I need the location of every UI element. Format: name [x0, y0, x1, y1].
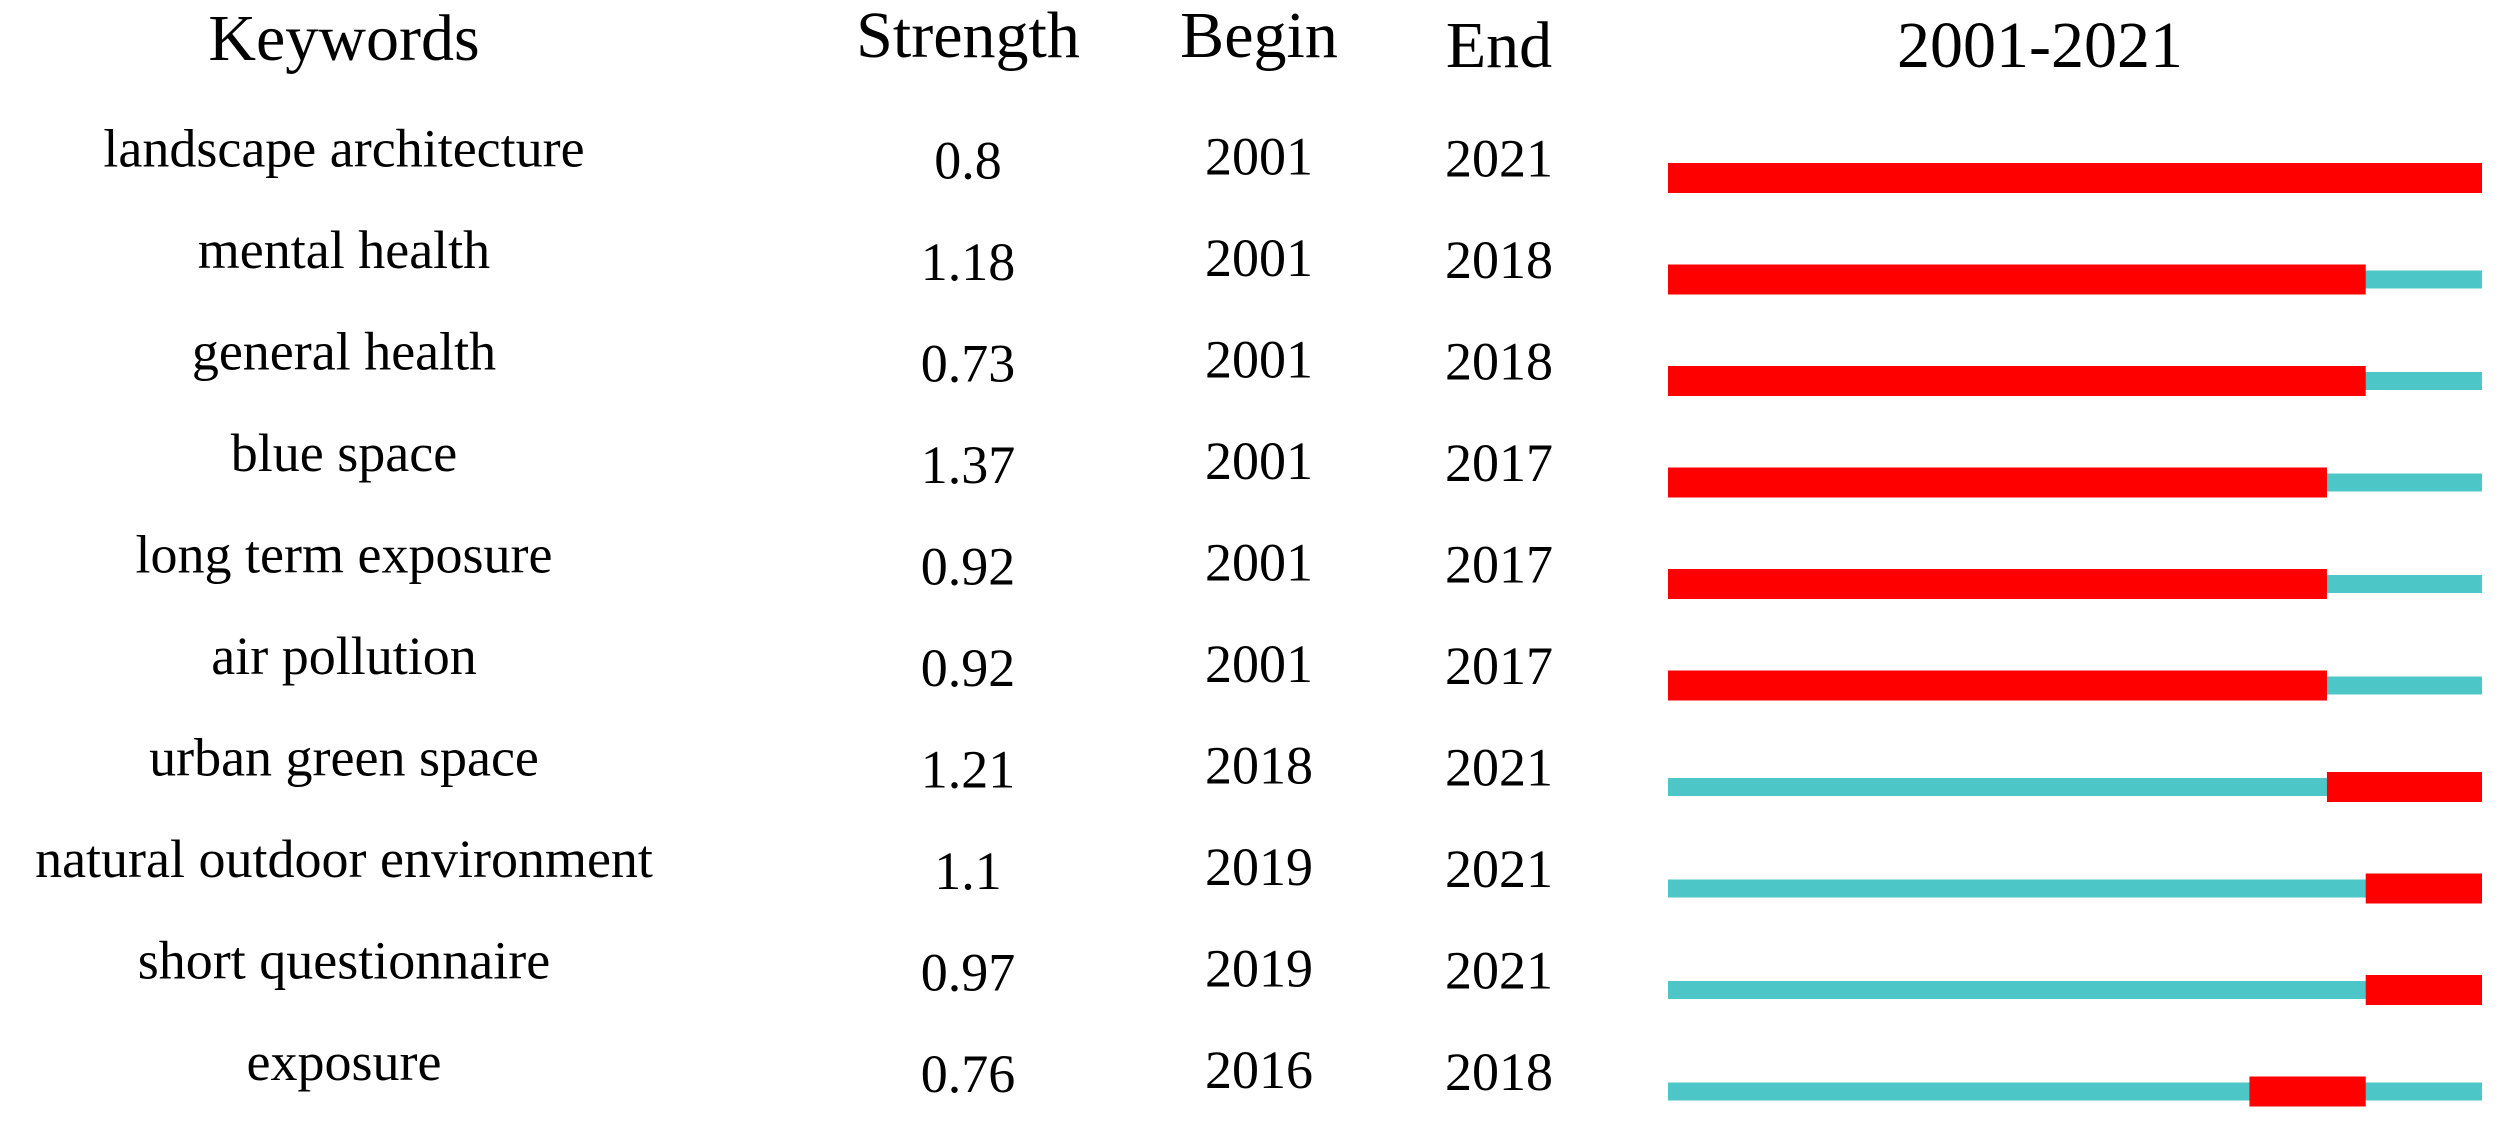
timeline-base: [1668, 981, 2482, 999]
begin-header: Begin: [1180, 0, 1338, 72]
end-year: 2017: [1445, 636, 1553, 696]
end-year: 2021: [1445, 839, 1553, 899]
burst-bar: [2249, 1076, 2366, 1107]
begin-year: 2001: [1205, 228, 1313, 288]
end-year: 2021: [1445, 940, 1553, 1000]
begin-year: 2001: [1205, 126, 1313, 186]
keyword: landscape architecture: [103, 118, 584, 178]
keyword: blue space: [231, 423, 457, 483]
strength: 0.92: [921, 536, 1016, 596]
burst-bar: [1668, 366, 2366, 396]
burst-bar: [2326, 772, 2482, 802]
burst-bar: [1668, 163, 2482, 193]
strength: 0.92: [921, 638, 1016, 698]
begin-year: 2001: [1205, 329, 1313, 389]
end-year: 2021: [1445, 128, 1553, 188]
strength: 1.18: [921, 232, 1016, 292]
end-year: 2017: [1445, 433, 1553, 493]
keyword: long term exposure: [136, 524, 553, 584]
keywords-header: Keywords: [208, 2, 479, 75]
strength: 0.73: [921, 333, 1016, 393]
end-header: End: [1446, 9, 1552, 82]
begin-year: 2001: [1205, 532, 1313, 592]
burst-bar: [2365, 975, 2482, 1005]
end-year: 2017: [1445, 534, 1553, 594]
range-header: 2001-2021: [1897, 9, 2183, 82]
burst-bar: [2365, 873, 2482, 904]
strength: 1.37: [921, 435, 1016, 495]
strength: 0.97: [921, 942, 1016, 1002]
burst-bar: [1668, 264, 2366, 295]
burst-bar: [1668, 569, 2327, 599]
begin-year: 2019: [1205, 938, 1313, 998]
burst-bar: [1668, 467, 2327, 498]
end-year: 2018: [1445, 230, 1553, 290]
strength: 0.76: [921, 1044, 1016, 1104]
end-year: 2018: [1445, 331, 1553, 391]
strength-header: Strength: [856, 0, 1080, 72]
timeline-base: [1668, 778, 2482, 796]
keyword: mental health: [198, 220, 490, 280]
end-year: 2021: [1445, 737, 1553, 797]
burst-bar: [1668, 670, 2327, 701]
end-year: 2018: [1445, 1042, 1553, 1102]
strength: 0.8: [934, 130, 1002, 190]
begin-year: 2018: [1205, 735, 1313, 795]
keyword: urban green space: [149, 727, 539, 787]
strength: 1.1: [934, 841, 1002, 901]
begin-year: 2019: [1205, 837, 1313, 897]
keyword: general health: [192, 321, 496, 381]
keyword: air pollution: [211, 626, 476, 686]
keyword: exposure: [247, 1032, 442, 1092]
begin-year: 2016: [1205, 1040, 1313, 1100]
timeline-base: [1668, 879, 2482, 898]
begin-year: 2001: [1205, 431, 1313, 491]
keyword: natural outdoor environment: [35, 829, 653, 889]
begin-year: 2001: [1205, 634, 1313, 694]
strength: 1.21: [921, 739, 1016, 799]
keyword: short questionnaire: [138, 930, 550, 990]
